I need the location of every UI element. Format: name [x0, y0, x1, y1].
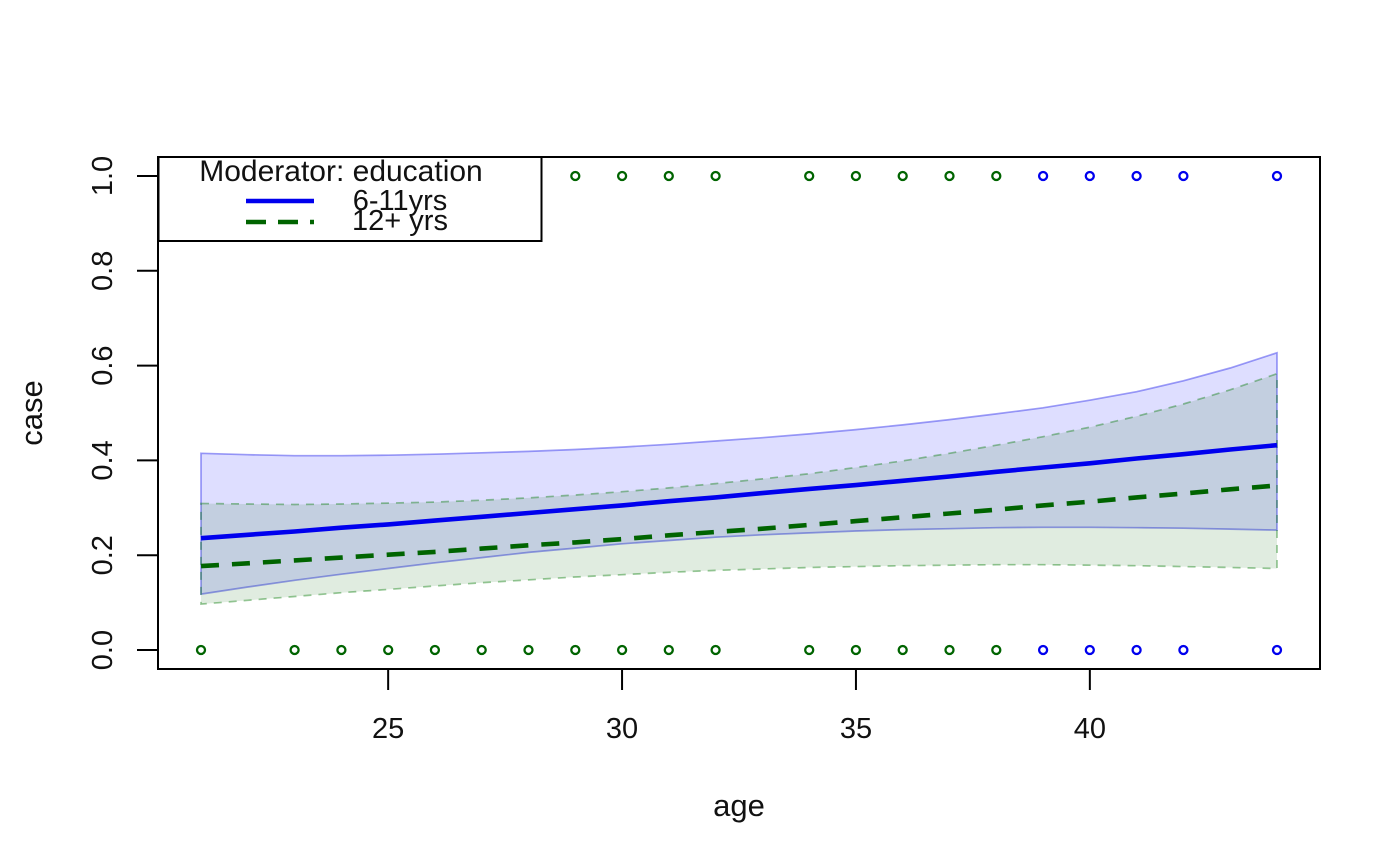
- confidence-band-6-11yrs: [201, 352, 1277, 595]
- data-point-bottom-12plus: [476, 644, 487, 656]
- data-point-top-6-11: [1037, 170, 1049, 182]
- legend-title: Moderator: education: [199, 155, 483, 188]
- data-point-bottom-12plus: [944, 644, 955, 656]
- data-point-bottom-6-11: [1178, 644, 1189, 656]
- data-point-bottom-6-11: [1037, 644, 1049, 656]
- data-point-bottom-6-11: [1271, 644, 1283, 656]
- y-tick-label: 1.0: [87, 156, 119, 196]
- data-point-bottom-12plus: [710, 644, 721, 656]
- data-point-bottom-12plus: [570, 644, 581, 656]
- data-point-top-6-11: [1084, 170, 1095, 182]
- confidence-band-edge-12+ yrs: [200, 372, 1278, 606]
- legend-box: [157, 156, 543, 242]
- x-axis-title: age: [713, 788, 765, 823]
- confidence-band-12+ yrs: [201, 373, 1277, 605]
- data-point-bottom-12plus: [663, 644, 674, 656]
- data-point-bottom-12plus: [195, 644, 207, 656]
- y-tick-label: 0.8: [87, 251, 119, 291]
- x-tick-label: 40: [1074, 713, 1106, 745]
- data-point-top-12plus: [850, 170, 862, 182]
- data-point-top-12plus: [991, 170, 1002, 182]
- data-point-top-12plus: [944, 170, 955, 182]
- data-point-bottom-12plus: [850, 644, 862, 656]
- confidence-band-edge-6-11yrs: [200, 351, 1278, 596]
- fit-line-6-11yrs: [200, 442, 1278, 541]
- legend-label: 6-11yrs: [353, 185, 448, 217]
- data-point-top-6-11: [1178, 170, 1189, 182]
- data-point-bottom-6-11: [1084, 644, 1095, 656]
- data-point-top-6-11: [1131, 170, 1142, 182]
- data-point-top-12plus: [616, 170, 628, 182]
- data-point-bottom-12plus: [336, 644, 347, 656]
- x-tick-label: 25: [372, 713, 404, 745]
- y-tick-label: 0.4: [87, 440, 119, 480]
- data-point-bottom-6-11: [1131, 644, 1142, 656]
- data-point-bottom-12plus: [897, 644, 908, 656]
- y-tick-label: 0.0: [87, 630, 119, 670]
- data-point-top-6-11: [1271, 170, 1283, 182]
- data-point-top-12plus: [570, 170, 581, 182]
- y-tick-label: 0.6: [87, 345, 119, 385]
- data-point-bottom-12plus: [289, 644, 300, 656]
- legend-label: 12+ yrs: [352, 205, 448, 237]
- x-tick-label: 30: [606, 713, 638, 745]
- data-point-top-12plus: [804, 170, 815, 182]
- data-point-bottom-12plus: [991, 644, 1002, 656]
- x-tick-label: 35: [840, 713, 872, 745]
- data-point-top-12plus: [710, 170, 721, 182]
- data-point-bottom-12plus: [523, 644, 534, 656]
- y-tick-label: 0.2: [87, 535, 119, 575]
- data-point-bottom-12plus: [429, 644, 441, 656]
- data-point-bottom-12plus: [383, 644, 394, 656]
- plot-border: [157, 156, 1321, 670]
- data-point-bottom-12plus: [616, 644, 628, 656]
- data-point-top-12plus: [897, 170, 908, 182]
- y-axis-title: case: [14, 380, 49, 445]
- fit-line-12+ yrs: [200, 483, 1278, 569]
- data-point-bottom-12plus: [804, 644, 815, 656]
- data-point-top-12plus: [663, 170, 674, 182]
